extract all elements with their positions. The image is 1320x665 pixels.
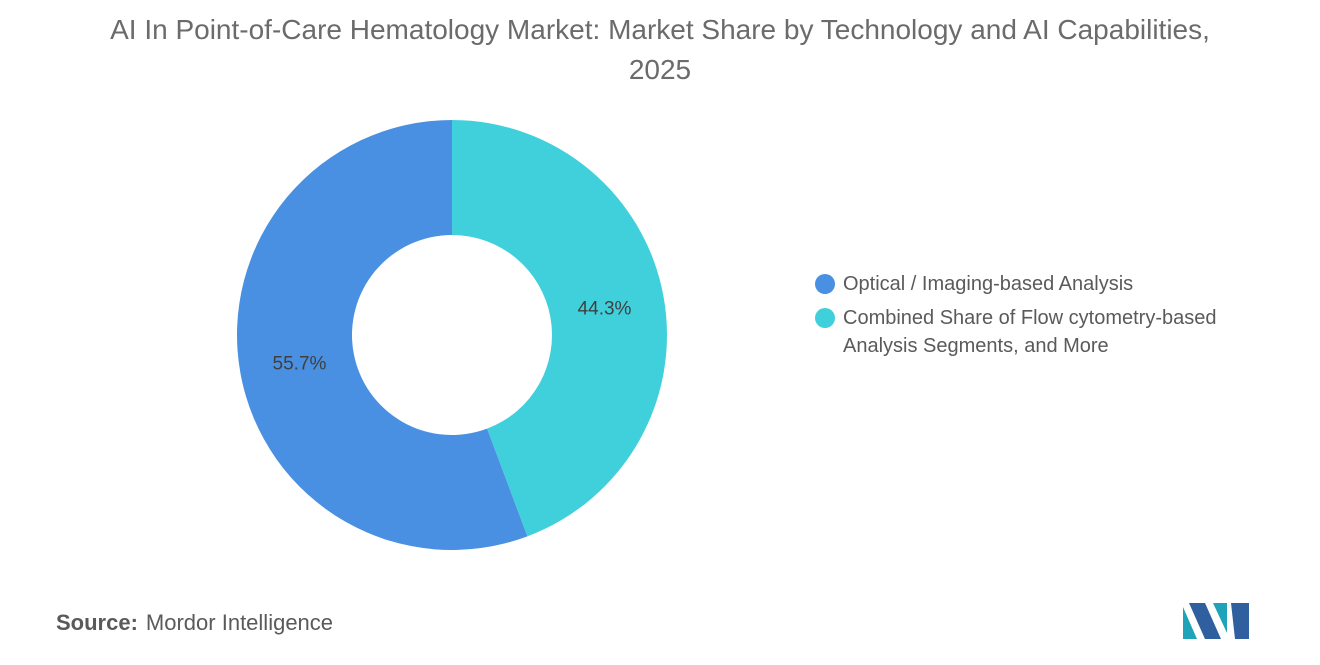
mordor-logo [1183, 603, 1249, 639]
legend-swatch-combined [815, 308, 835, 328]
legend-label-optical: Optical / Imaging-based Analysis [843, 273, 1134, 295]
donut-slices [236, 120, 667, 550]
logo-shape-mid [1189, 603, 1221, 639]
legend-item-optical: Optical / Imaging-based Analysis [815, 270, 1285, 298]
slice-labels: 44.3% 55.7% [273, 298, 632, 374]
source-note: Source: Mordor Intelligence [56, 610, 333, 636]
logo-shape-right-b [1231, 603, 1249, 639]
data-label-combined: 44.3% [578, 298, 632, 319]
chart-title: AI In Point-of-Care Hematology Market: M… [110, 14, 1210, 85]
chart-legend: Optical / Imaging-based Analysis Combine… [815, 270, 1285, 366]
donut-slice-combined [452, 120, 667, 537]
logo-shape-right-a [1213, 603, 1227, 633]
source-name: Mordor Intelligence [145, 610, 334, 635]
donut-slice-optical [236, 120, 528, 550]
logo-shape-left [1183, 607, 1197, 639]
source-prefix: Source: [56, 610, 138, 635]
legend-label-combined: Combined Share of Flow cytometry-based A… [843, 307, 1217, 357]
legend-item-combined: Combined Share of Flow cytometry-based A… [815, 304, 1285, 360]
legend-swatch-optical [815, 274, 835, 294]
data-label-optical: 55.7% [273, 354, 327, 375]
